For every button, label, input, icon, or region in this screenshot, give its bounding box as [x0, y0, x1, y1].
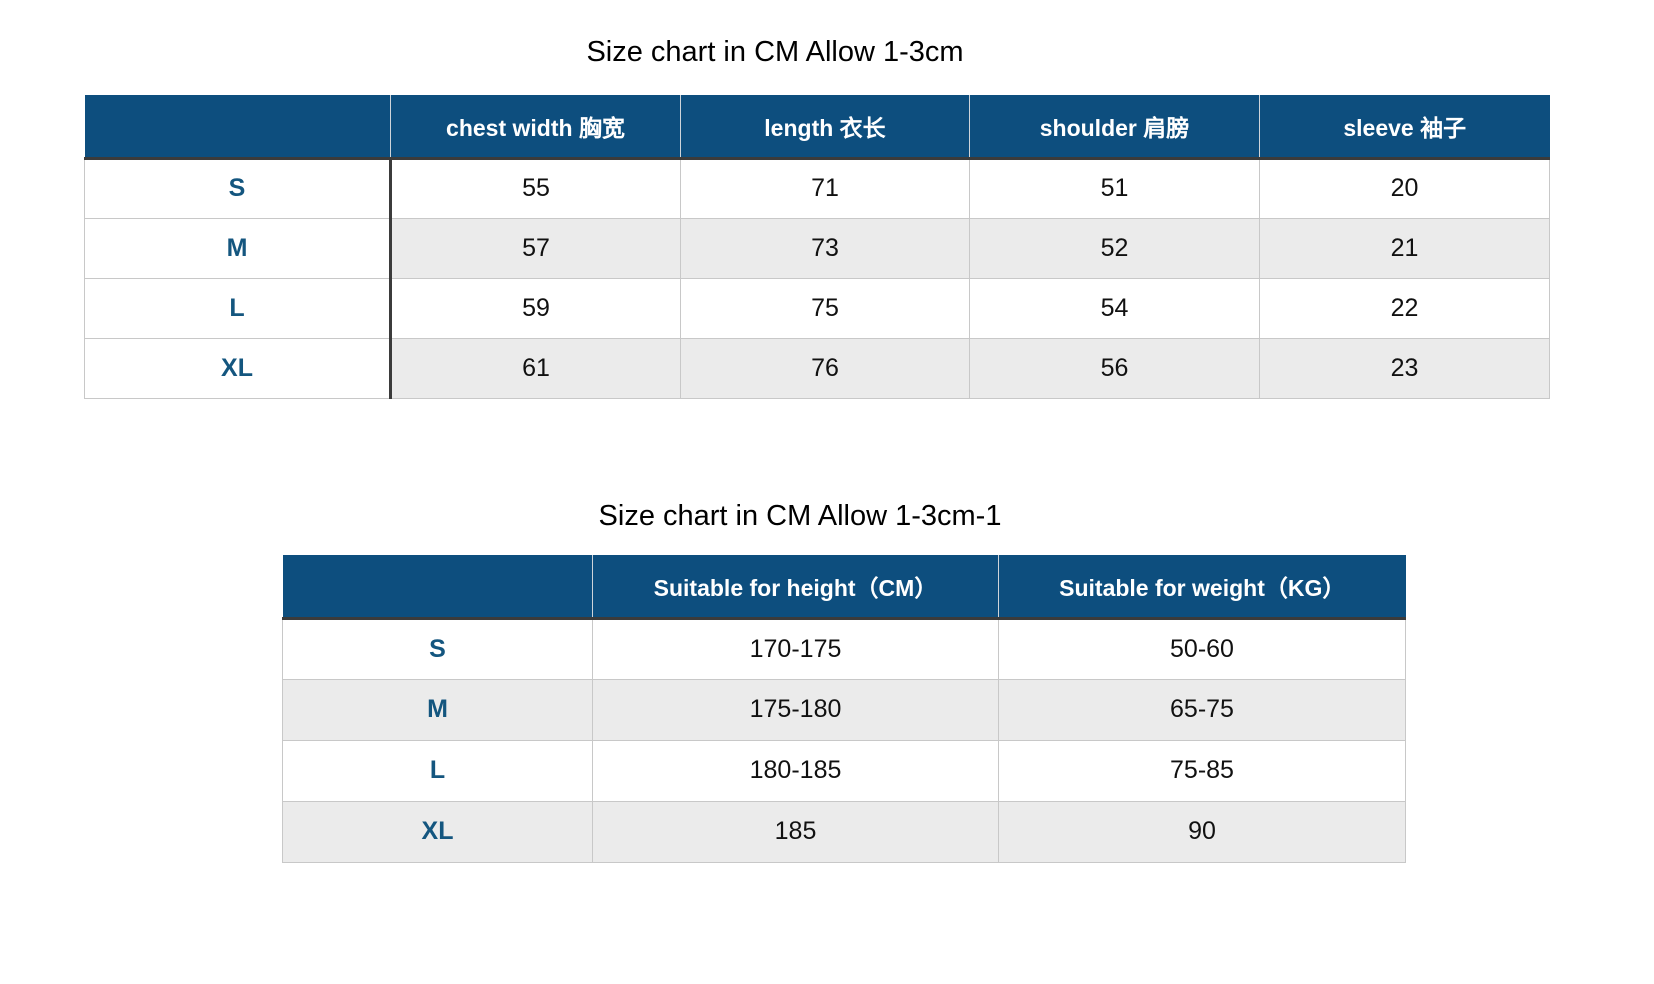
value-cell: 75-85	[998, 739, 1406, 802]
size-label: L	[282, 739, 593, 802]
table1-header-chest-width: chest width 胸宽	[390, 95, 681, 160]
value-cell: 55	[390, 157, 681, 219]
table2-header-weight: Suitable for weight（KG）	[998, 555, 1406, 620]
table1-row-s: S 55 71 51 20	[84, 157, 1550, 219]
table2-row-m: M 175-180 65-75	[282, 678, 1406, 741]
size-label: XL	[84, 337, 392, 399]
table2-row-xl: XL 185 90	[282, 800, 1406, 863]
value-cell: 73	[680, 217, 970, 279]
value-cell: 170-175	[592, 617, 999, 680]
table1-header-length: length 衣长	[680, 95, 970, 160]
size-label: M	[282, 678, 593, 741]
size-chart-2-title: Size chart in CM Allow 1-3cm-1	[598, 500, 1002, 532]
table2-header-row: Suitable for height（CM） Suitable for wei…	[282, 555, 1406, 620]
size-label: L	[84, 277, 392, 339]
size-label: XL	[282, 800, 593, 863]
value-cell: 51	[969, 157, 1260, 219]
table2-row-s: S 170-175 50-60	[282, 617, 1406, 680]
value-cell: 57	[390, 217, 681, 279]
value-cell: 54	[969, 277, 1260, 339]
size-label: S	[282, 617, 593, 680]
value-cell: 75	[680, 277, 970, 339]
value-cell: 185	[592, 800, 999, 863]
table1-row-m: M 57 73 52 21	[84, 217, 1550, 279]
value-cell: 23	[1259, 337, 1550, 399]
value-cell: 61	[390, 337, 681, 399]
table1-header-shoulder: shoulder 肩膀	[969, 95, 1260, 160]
value-cell: 180-185	[592, 739, 999, 802]
table1-corner-header	[84, 95, 391, 160]
value-cell: 22	[1259, 277, 1550, 339]
size-label: M	[84, 217, 392, 279]
table1-row-l: L 59 75 54 22	[84, 277, 1550, 339]
value-cell: 56	[969, 337, 1260, 399]
size-label: S	[84, 157, 392, 219]
value-cell: 65-75	[998, 678, 1406, 741]
table1-header-row: chest width 胸宽 length 衣长 shoulder 肩膀 sle…	[84, 95, 1550, 160]
size-chart-1-title: Size chart in CM Allow 1-3cm	[586, 36, 964, 68]
table2-corner-header	[282, 555, 593, 620]
value-cell: 20	[1259, 157, 1550, 219]
table1-row-xl: XL 61 76 56 23	[84, 337, 1550, 399]
table2-row-l: L 180-185 75-85	[282, 739, 1406, 802]
value-cell: 71	[680, 157, 970, 219]
table1-header-sleeve: sleeve 袖子	[1259, 95, 1550, 160]
value-cell: 90	[998, 800, 1406, 863]
value-cell: 76	[680, 337, 970, 399]
value-cell: 50-60	[998, 617, 1406, 680]
size-chart-table-2: Suitable for height（CM） Suitable for wei…	[282, 555, 1406, 863]
size-chart-table-1: chest width 胸宽 length 衣长 shoulder 肩膀 sle…	[84, 95, 1550, 399]
table2-header-height: Suitable for height（CM）	[592, 555, 999, 620]
value-cell: 175-180	[592, 678, 999, 741]
value-cell: 52	[969, 217, 1260, 279]
value-cell: 21	[1259, 217, 1550, 279]
value-cell: 59	[390, 277, 681, 339]
